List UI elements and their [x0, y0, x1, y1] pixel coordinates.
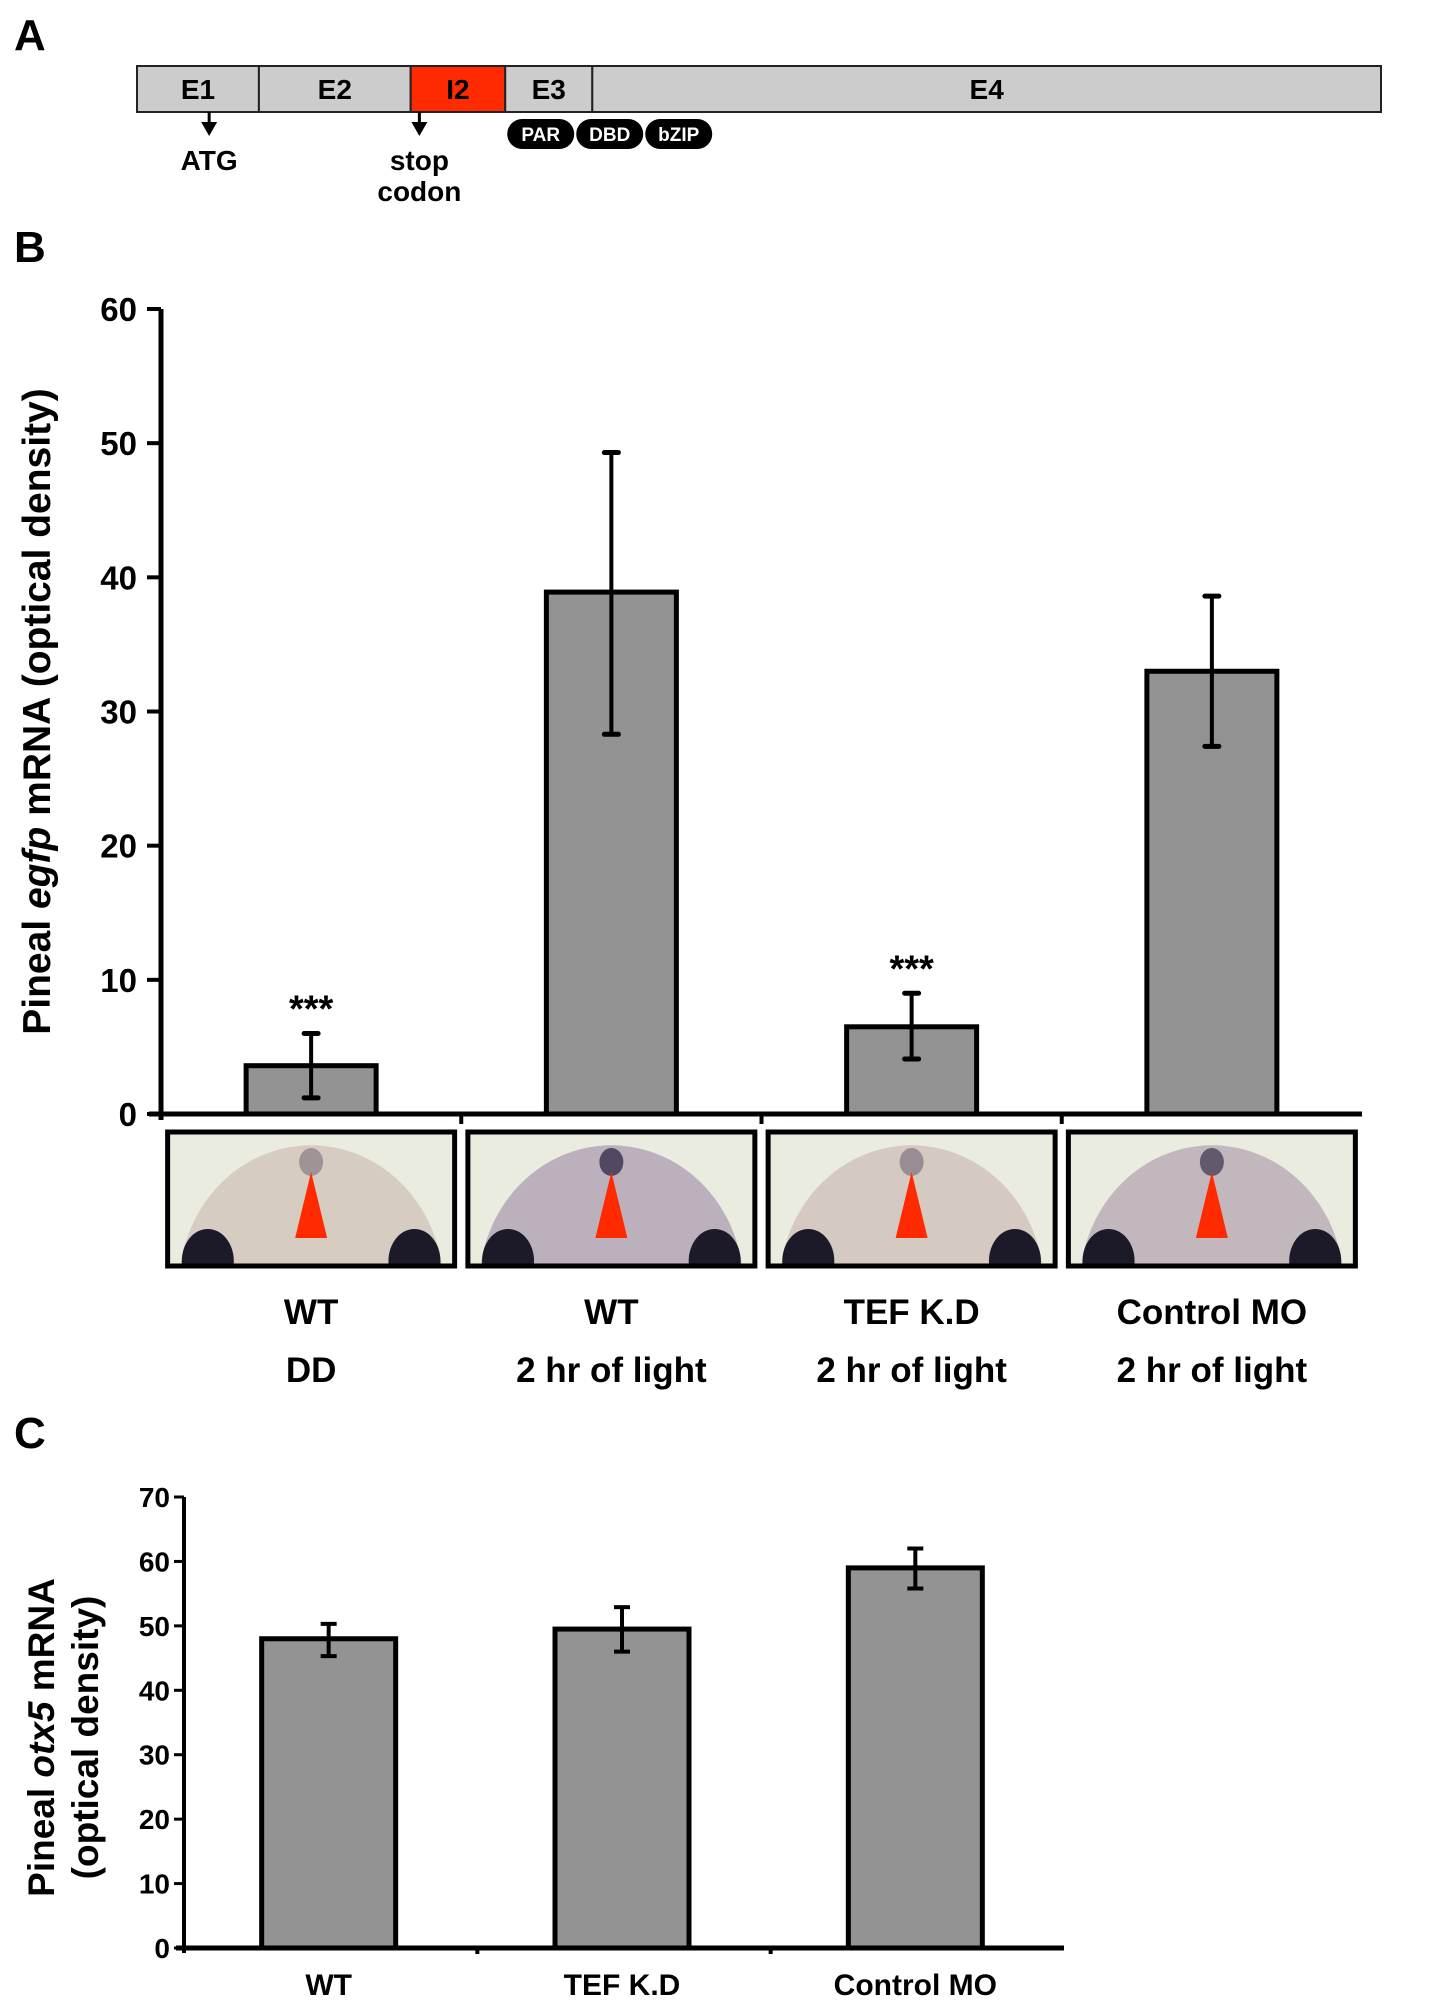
- domain-dbd: [576, 119, 644, 149]
- y-tick-label: 20: [100, 828, 137, 865]
- eye: [1082, 1229, 1135, 1266]
- y-tick-label: 0: [154, 1933, 170, 1964]
- y-tick-label: 70: [139, 1482, 170, 1513]
- marker-label: codon: [377, 176, 461, 207]
- gene-segment-label: E2: [318, 74, 352, 105]
- eye: [782, 1229, 835, 1266]
- category-label: TEF K.D: [564, 1969, 681, 2002]
- panel-label-c: C: [14, 1409, 46, 1458]
- egfp-bar-chart: 0 10 20 30 40 50 60 Pineal egfp mRNA (optical d…: [16, 291, 1362, 1390]
- y-axis-label-line2: (optical density): [65, 1596, 106, 1880]
- y-tick-label: 40: [100, 559, 137, 596]
- y-axis-label-part: Pineal: [16, 909, 59, 1035]
- eye: [181, 1229, 234, 1266]
- y-axis-label-part: egfp: [16, 827, 59, 909]
- eye: [482, 1229, 535, 1266]
- eye: [388, 1229, 441, 1266]
- domain-label: DBD: [589, 125, 630, 146]
- pineal-image: [1065, 1129, 1358, 1269]
- y-tick-label: 10: [139, 1869, 170, 1900]
- category-label: WT: [584, 1293, 638, 1332]
- y-axis-label: Pineal otx5 mRNA: [21, 1578, 62, 1897]
- image-frame: [1065, 1129, 1358, 1269]
- image-frame: [465, 1129, 758, 1269]
- bar: [845, 1565, 985, 1951]
- red-arrowhead-icon: [895, 1172, 928, 1238]
- panel-label-a: A: [14, 11, 46, 60]
- pineal-stain: [599, 1148, 624, 1176]
- y-tick-label: 30: [139, 1740, 170, 1771]
- gene-segment-label: E4: [970, 74, 1005, 105]
- pineal-stain: [1199, 1148, 1224, 1176]
- y-tick-label: 40: [139, 1675, 170, 1706]
- y-tick-label: 50: [139, 1611, 170, 1642]
- otx5-bar-chart: 0 10 20 30 40 50 60 70 Pineal otx5 mRNA (optical …: [21, 1482, 1064, 2002]
- pineal-image: [765, 1129, 1058, 1269]
- category-label: 2 hr of light: [516, 1351, 707, 1390]
- y-tick-label: 0: [119, 1096, 137, 1133]
- gene-segment-e4: [591, 65, 1382, 113]
- bar: [1144, 668, 1280, 1117]
- bar: [552, 1626, 692, 1951]
- gene-segment-label: E1: [181, 74, 215, 105]
- eye: [1289, 1229, 1342, 1266]
- y-axis-label: Pineal egfp mRNA (optical density): [16, 388, 59, 1035]
- pineal-image: [465, 1129, 758, 1269]
- category-label: Control MO: [834, 1969, 997, 2002]
- arrow-down-icon: [201, 122, 218, 136]
- arrow-down-icon: [411, 122, 428, 136]
- gene-segment-i2: [409, 65, 507, 113]
- y-axis-label-part: mRNA (optical density): [16, 388, 59, 826]
- image-frame: [165, 1129, 458, 1269]
- eye: [988, 1229, 1041, 1266]
- y-tick-label: 20: [139, 1804, 170, 1835]
- domain-label: bZIP: [658, 125, 699, 146]
- marker-label: stop: [390, 145, 449, 176]
- red-arrowhead-icon: [295, 1172, 328, 1238]
- marker-label: ATG: [181, 145, 238, 176]
- y-axis-label-part: otx5: [21, 1700, 62, 1778]
- significance-marker: ***: [289, 989, 334, 1031]
- gene-segment-label: I2: [446, 74, 469, 105]
- panel-label-b: B: [14, 223, 46, 272]
- category-label: Control MO: [1117, 1293, 1308, 1332]
- domain-bzip: [645, 119, 713, 149]
- domain-label: PAR: [521, 125, 560, 146]
- bar: [259, 1636, 399, 1951]
- eye: [688, 1229, 741, 1266]
- domain-par: [507, 119, 575, 149]
- pineal-image: [165, 1129, 458, 1269]
- y-tick-label: 50: [100, 425, 137, 462]
- red-arrowhead-icon: [595, 1172, 628, 1238]
- category-label: 2 hr of light: [1117, 1351, 1308, 1390]
- red-arrowhead-icon: [1195, 1172, 1228, 1238]
- y-tick-label: 10: [100, 962, 137, 999]
- y-tick-label: 60: [100, 291, 137, 328]
- gene-segment-label: E3: [532, 74, 566, 105]
- y-axis-label-part: Pineal: [21, 1778, 62, 1897]
- significance-marker: ***: [889, 948, 934, 990]
- y-tick-label: 60: [139, 1546, 170, 1577]
- category-label: DD: [286, 1351, 337, 1390]
- pineal-stain: [899, 1148, 924, 1176]
- category-label: 2 hr of light: [816, 1351, 1007, 1390]
- pineal-stain: [299, 1148, 324, 1176]
- y-axis-label-part: mRNA: [21, 1578, 62, 1701]
- gene-segment-e2: [257, 65, 412, 113]
- gene-segment-e1: [136, 65, 260, 113]
- category-label: WT: [284, 1293, 338, 1332]
- category-label: WT: [305, 1969, 352, 2002]
- y-tick-label: 30: [100, 694, 137, 731]
- image-frame: [765, 1129, 1058, 1269]
- category-label: TEF K.D: [844, 1293, 980, 1332]
